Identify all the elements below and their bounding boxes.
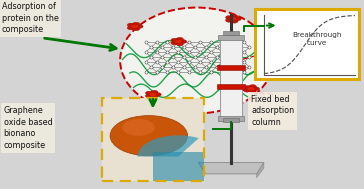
Circle shape: [132, 27, 140, 31]
Circle shape: [179, 40, 187, 43]
Circle shape: [258, 47, 266, 51]
Circle shape: [225, 15, 233, 19]
Ellipse shape: [120, 8, 273, 113]
Bar: [223, 31, 239, 35]
Circle shape: [132, 22, 140, 26]
Circle shape: [229, 17, 237, 21]
Circle shape: [249, 85, 256, 88]
Circle shape: [171, 38, 178, 42]
Circle shape: [176, 37, 183, 41]
Bar: [220, 38, 242, 117]
Circle shape: [247, 87, 255, 91]
Circle shape: [110, 116, 187, 156]
Bar: [217, 65, 245, 70]
Text: Adsorption of
protein on the
composite: Adsorption of protein on the composite: [2, 2, 59, 34]
Circle shape: [176, 42, 183, 46]
Text: Fixed bed
adsorption
column: Fixed bed adsorption column: [251, 94, 294, 127]
Circle shape: [252, 87, 260, 91]
Circle shape: [231, 19, 238, 23]
Text: Graphene
oxide based
bionano
composite: Graphene oxide based bionano composite: [4, 106, 52, 150]
Bar: [218, 35, 244, 40]
Circle shape: [225, 19, 233, 22]
Circle shape: [151, 90, 158, 94]
Wedge shape: [138, 135, 199, 156]
Circle shape: [254, 49, 262, 53]
Bar: [223, 118, 239, 122]
Circle shape: [151, 95, 158, 99]
Circle shape: [145, 91, 153, 95]
Circle shape: [260, 45, 267, 49]
Circle shape: [154, 93, 161, 96]
Circle shape: [174, 40, 182, 44]
Circle shape: [127, 26, 134, 30]
Circle shape: [149, 92, 157, 97]
Polygon shape: [198, 163, 264, 174]
Text: Breakthrough
curve: Breakthrough curve: [292, 32, 342, 46]
Circle shape: [249, 89, 256, 93]
Circle shape: [127, 23, 134, 27]
Circle shape: [231, 15, 238, 19]
Bar: [102, 98, 204, 181]
Bar: [255, 9, 359, 79]
Circle shape: [234, 17, 241, 21]
Circle shape: [171, 41, 178, 45]
Bar: [153, 152, 204, 181]
Circle shape: [263, 47, 270, 51]
Bar: [217, 84, 245, 89]
Circle shape: [131, 24, 139, 29]
Circle shape: [254, 46, 262, 50]
Circle shape: [260, 50, 267, 53]
Circle shape: [145, 94, 153, 98]
Polygon shape: [257, 163, 264, 178]
Circle shape: [122, 119, 155, 136]
Circle shape: [136, 25, 143, 28]
Circle shape: [244, 85, 251, 89]
Bar: [218, 116, 244, 121]
Circle shape: [244, 88, 251, 92]
